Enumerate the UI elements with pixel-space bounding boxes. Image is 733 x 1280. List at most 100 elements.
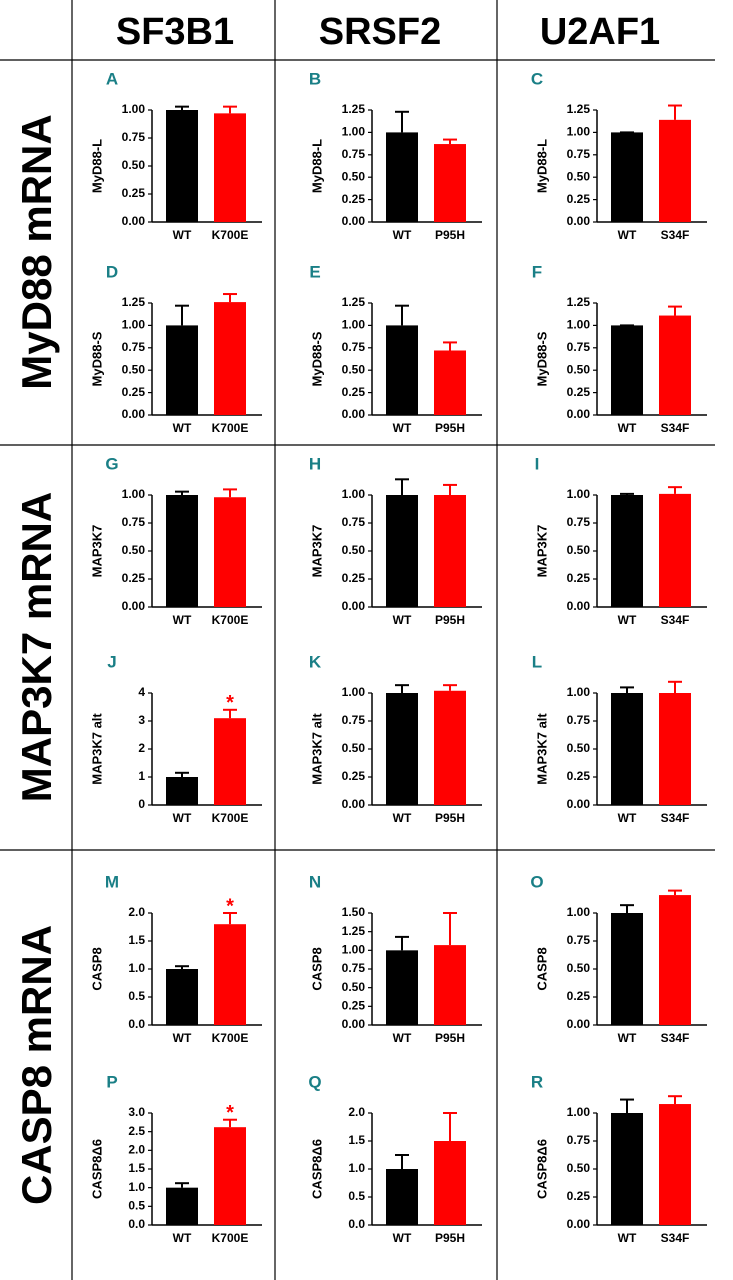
y-tick-label: 2.0	[128, 905, 145, 919]
x-tick-label: WT	[173, 228, 192, 242]
y-tick-label: 0.50	[342, 169, 366, 183]
x-tick-label: K700E	[212, 613, 249, 627]
x-tick-label: WT	[618, 1231, 637, 1245]
y-tick-label: 1.00	[567, 1105, 591, 1119]
bar	[166, 1187, 198, 1225]
row-label: MAP3K7 mRNA	[13, 492, 60, 802]
y-tick-label: 0.25	[567, 989, 591, 1003]
y-tick-label: 1.0	[128, 1180, 145, 1194]
x-tick-label: WT	[618, 421, 637, 435]
y-tick-label: 0.75	[567, 933, 591, 947]
bar	[386, 132, 418, 222]
y-tick-label: 0.0	[128, 1217, 145, 1231]
y-tick-label: 0.75	[567, 515, 591, 529]
panel-letter: O	[530, 872, 543, 891]
column-header: SF3B1	[116, 11, 234, 53]
y-tick-label: 0.00	[342, 797, 366, 811]
y-tick-label: 0.5	[128, 1199, 145, 1213]
y-tick-label: 0.25	[567, 192, 591, 206]
y-tick-label: 1.00	[567, 318, 591, 332]
y-tick-label: 1.00	[342, 487, 366, 501]
x-tick-label: WT	[393, 613, 412, 627]
y-tick-label: 0.50	[342, 543, 366, 557]
y-tick-label: 2.0	[348, 1105, 365, 1119]
y-axis-label: CASP8	[89, 947, 104, 990]
y-tick-label: 0.50	[567, 362, 591, 376]
y-tick-label: 0.00	[342, 407, 366, 421]
bar	[386, 495, 418, 607]
bar	[434, 1141, 466, 1225]
y-tick-label: 0.25	[567, 571, 591, 585]
bar	[659, 1104, 691, 1225]
x-tick-label: S34F	[661, 1231, 690, 1245]
y-tick-label: 0	[138, 797, 145, 811]
panel-letter: I	[535, 454, 540, 473]
y-tick-label: 0.00	[567, 1017, 591, 1031]
x-tick-label: WT	[173, 421, 192, 435]
y-tick-label: 1.25	[567, 295, 591, 309]
y-tick-label: 4	[138, 685, 145, 699]
y-tick-label: 1.00	[122, 318, 146, 332]
y-tick-label: 1.5	[128, 933, 145, 947]
y-tick-label: 0.25	[567, 769, 591, 783]
y-tick-label: 0.00	[122, 599, 146, 613]
y-tick-label: 0.50	[342, 362, 366, 376]
y-tick-label: 2.5	[128, 1124, 145, 1138]
bar	[166, 495, 198, 607]
y-tick-label: 1.00	[122, 487, 146, 501]
bar	[434, 690, 466, 805]
y-axis-label: MyD88-L	[89, 139, 104, 193]
x-tick-label: P95H	[435, 613, 465, 627]
x-tick-label: S34F	[661, 811, 690, 825]
y-tick-label: 0.25	[122, 571, 146, 585]
y-tick-label: 0.50	[342, 741, 366, 755]
bar	[214, 1127, 246, 1225]
x-tick-label: S34F	[661, 228, 690, 242]
bar	[166, 777, 198, 805]
y-axis-label: MyD88-L	[534, 139, 549, 193]
y-tick-label: 0.00	[122, 407, 146, 421]
x-tick-label: P95H	[435, 421, 465, 435]
panel-letter: E	[309, 262, 320, 281]
y-tick-label: 1.0	[348, 1161, 365, 1175]
y-tick-label: 0.75	[342, 340, 366, 354]
y-tick-label: 1.00	[342, 318, 366, 332]
y-tick-label: 1.00	[567, 125, 591, 139]
y-tick-label: 0.0	[348, 1217, 365, 1231]
x-tick-label: WT	[173, 1231, 192, 1245]
y-axis-label: CASP8Δ6	[309, 1139, 324, 1199]
panel-letter: C	[531, 69, 543, 88]
y-tick-label: 1.0	[128, 961, 145, 975]
x-tick-label: S34F	[661, 1031, 690, 1045]
y-tick-label: 0.50	[342, 980, 366, 994]
panel-letter: N	[309, 872, 321, 891]
x-tick-label: WT	[618, 811, 637, 825]
panel-letter: B	[309, 69, 321, 88]
panel-letter: M	[105, 872, 119, 891]
y-tick-label: 0.75	[342, 713, 366, 727]
x-tick-label: WT	[173, 613, 192, 627]
y-tick-label: 1.00	[567, 487, 591, 501]
x-tick-label: P95H	[435, 1231, 465, 1245]
y-axis-label: MAP3K7	[309, 525, 324, 578]
y-tick-label: 0.00	[567, 1217, 591, 1231]
y-tick-label: 0.00	[342, 1017, 366, 1031]
y-axis-label: MyD88-S	[309, 331, 324, 386]
bar	[434, 495, 466, 607]
significance: *	[226, 692, 234, 714]
y-tick-label: 1.00	[342, 685, 366, 699]
x-tick-label: P95H	[435, 1031, 465, 1045]
x-tick-label: WT	[618, 613, 637, 627]
panel-letter: L	[532, 652, 542, 671]
row-label: MyD88 mRNA	[13, 114, 60, 389]
x-tick-label: S34F	[661, 421, 690, 435]
y-axis-label: CASP8Δ6	[89, 1139, 104, 1199]
x-tick-label: K700E	[212, 1031, 249, 1045]
y-tick-label: 0.75	[122, 515, 146, 529]
panel-letter: F	[532, 262, 542, 281]
y-tick-label: 1.25	[567, 102, 591, 116]
y-tick-label: 0.5	[128, 989, 145, 1003]
y-axis-label: CASP8	[534, 947, 549, 990]
y-tick-label: 0.0	[128, 1017, 145, 1031]
